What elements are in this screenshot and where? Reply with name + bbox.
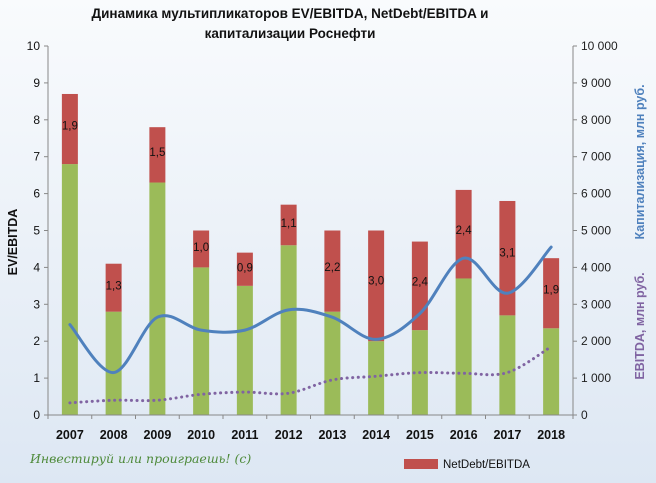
bar-base [149,182,166,415]
bar-netdebt [368,230,385,342]
y-tick-label-right: 9 000 [581,76,611,90]
y-tick-label-left: 3 [33,297,40,311]
bar-netdebt [236,252,253,286]
y-tick-label-right: 4 000 [581,260,611,274]
bar-base [499,315,516,415]
data-label-netdebt: 3,1 [499,247,515,259]
bar-base [61,164,78,415]
axes-layer: 0 1 2 3 4 5 6 7 8 9 10 0 1 000 2 000 3 000 4 000 5 000 6 … [27,39,618,442]
bar-base [105,311,122,415]
y-tick-label-right: 1 000 [581,371,611,385]
bar-netdebt [149,127,166,183]
x-tick-label: 2009 [143,428,171,442]
bar-base [368,341,385,415]
bar-netdebt [280,204,297,246]
lines-layer [68,245,553,405]
x-tick-label: 2007 [56,428,84,442]
data-label-netdebt: 2,2 [324,262,340,274]
x-tick-label: 2015 [406,428,434,442]
watermark-text: Инвестируй или проиграешь! (c) [29,451,251,466]
data-label-netdebt: 2,4 [456,225,473,237]
y-tick-label-left: 1 [33,371,40,385]
y-tick-label-left: 6 [33,187,40,201]
bar-base [280,245,297,415]
bar-netdebt [61,93,78,165]
x-tick-label: 2013 [318,428,346,442]
x-tick-label: 2018 [537,428,565,442]
data-label-netdebt: 1,5 [149,147,165,159]
data-label-netdebt: 1,9 [62,121,78,133]
bars-layer [61,93,560,415]
bar-base [236,285,253,415]
y-tick-label-left: 5 [33,224,40,238]
x-tick-label: 2016 [450,428,478,442]
y-axis-title-left: EV/EBITDA [6,209,20,276]
y-tick-label-left: 8 [33,113,40,127]
y-axis-title-right-bottom: EBITDA, млн руб. [633,272,647,379]
data-label-netdebt: 0,9 [237,263,253,275]
y-tick-label-left: 10 [27,39,41,53]
x-tick-label: 2011 [231,428,258,442]
y-tick-label-left: 4 [33,260,40,274]
data-label-netdebt: 1,0 [193,242,209,254]
x-tick-label: 2010 [187,428,215,442]
data-label-netdebt: 1,9 [543,285,559,297]
y-tick-label-right: 5 000 [581,224,611,238]
line-ebitda [68,345,553,405]
y-tick-label-left: 7 [33,150,40,164]
bar-netdebt [499,200,516,316]
bar-netdebt [543,258,560,329]
x-tick-label: 2012 [275,428,303,442]
x-tick-label: 2017 [493,428,521,442]
data-label-netdebt: 2,4 [412,276,429,288]
bar-base [324,311,341,415]
legend-swatch-netdebt [404,459,438,469]
bar-base [193,267,210,415]
y-tick-label-right: 6 000 [581,187,611,201]
x-tick-label: 2008 [100,428,128,442]
legend-label-netdebt: NetDebt/EBITDA [443,459,530,471]
data-label-netdebt: 1,1 [281,218,297,230]
x-tick-label: 2014 [362,428,390,442]
bar-base [455,278,472,415]
y-tick-label-right: 7 000 [581,150,611,164]
y-axis-title-right-top: Капитализация, млн руб. [633,84,647,239]
y-tick-label-right: 3 000 [581,297,611,311]
y-tick-label-right: 10 000 [581,39,618,53]
y-tick-label-left: 2 [33,334,40,348]
bar-netdebt [455,189,472,279]
chart-title-line-2: капитализации Роснефти [205,26,376,41]
bar-base [543,328,560,415]
data-label-netdebt: 3,0 [368,275,384,287]
data-label-netdebt: 1,3 [106,280,122,292]
y-tick-label-left: 0 [33,408,40,422]
bar-netdebt [105,263,122,312]
y-tick-label-right: 8 000 [581,113,611,127]
line-capitalization [68,245,553,375]
y-tick-label-right: 0 [581,408,588,422]
bar-netdebt [324,230,341,312]
y-tick-label-left: 9 [33,76,40,90]
bar-netdebt [193,230,210,268]
chart-title-line-1: Динамика мультипликаторов EV/EBITDA, Net… [92,6,489,21]
y-tick-label-right: 2 000 [581,334,611,348]
data-labels-layer: 1,9 1,3 1,5 1,0 0,9 1,1 2,2 3,0 2,4 2,4 3,1 1,9 [62,121,559,297]
